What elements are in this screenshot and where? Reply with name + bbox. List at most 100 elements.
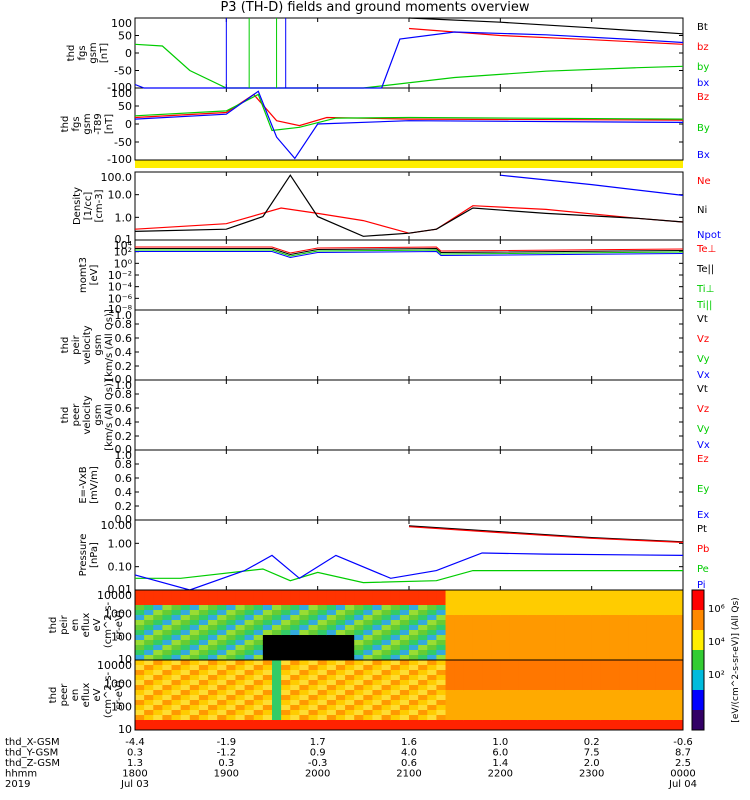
spectrogram-cell	[162, 655, 173, 661]
spectrogram-cell	[272, 685, 282, 691]
ytick-label: 0.2	[115, 360, 133, 373]
ytick-label: 1.00	[108, 537, 133, 550]
spectrogram-cell	[527, 680, 538, 686]
spectrogram-cell	[619, 610, 629, 616]
ylabel: (cm^2-s-	[103, 601, 114, 648]
spectrogram-cell	[564, 665, 574, 671]
spectrogram-cell	[335, 685, 346, 691]
spectrogram-cell	[628, 680, 638, 686]
spectrogram-cell	[637, 595, 647, 601]
spectrogram-cell	[555, 600, 565, 606]
xaxis-value: 0000	[670, 769, 695, 780]
spectrogram-cell	[445, 725, 456, 731]
spectrogram-cell	[600, 625, 611, 631]
spectrogram-cell	[573, 655, 584, 661]
spectrogram-cell	[463, 620, 474, 626]
ylabel: [mV/m]	[89, 466, 100, 504]
spectrogram-cell	[564, 680, 574, 686]
spectrogram-cell	[637, 600, 647, 606]
spectrogram-cell	[363, 675, 373, 681]
spectrogram-cell	[500, 650, 510, 656]
spectrogram-cell	[335, 615, 346, 621]
spectrogram-cell	[153, 710, 163, 716]
spectrogram-cell	[573, 700, 584, 706]
spectrogram-cell	[189, 720, 200, 726]
spectrogram-cell	[171, 725, 182, 731]
spectrogram-cell	[180, 590, 191, 596]
ylabel: momt3	[78, 257, 89, 293]
spectrogram-cell	[226, 635, 236, 641]
spectrogram-cell	[144, 710, 154, 716]
spectrogram-cell	[527, 685, 538, 691]
spectrogram-cell	[189, 625, 200, 631]
spectrogram-cell	[555, 625, 565, 631]
spectrogram-cell	[500, 600, 510, 606]
spectrogram-cell	[637, 720, 647, 726]
spectrogram-cell	[381, 665, 392, 671]
spectrogram-cell	[208, 655, 218, 661]
spectrogram-cell	[171, 590, 182, 596]
spectrogram-cell	[345, 600, 355, 606]
spectrogram-cell	[208, 665, 218, 671]
spectrogram-cell	[299, 595, 310, 601]
spectrogram-cell	[226, 615, 236, 621]
spectrogram-cell	[436, 615, 447, 621]
spectrogram-cell	[281, 620, 291, 626]
spectrogram-cell	[527, 630, 538, 636]
spectrogram-cell	[308, 660, 319, 666]
ytick-label: 1.0	[115, 211, 133, 224]
spectrogram-cell	[345, 720, 355, 726]
spectrogram-cell	[272, 655, 282, 661]
spectrogram-cell	[646, 685, 657, 691]
spectrogram-cell	[500, 610, 510, 616]
spectrogram-cell	[527, 655, 538, 661]
spectrogram-cell	[518, 605, 529, 611]
spectrogram-cell	[198, 640, 209, 646]
spectrogram-cell	[217, 610, 227, 616]
spectrogram-cell	[555, 695, 565, 701]
xaxis-value: -1.9	[217, 737, 237, 748]
ytick-label: 10⁴	[114, 239, 133, 252]
spectrogram-cell	[144, 650, 154, 656]
spectrogram-cell	[445, 690, 456, 696]
spectrogram-cell	[198, 680, 209, 686]
spectrogram-cell	[500, 640, 510, 646]
spectrogram-cell	[299, 655, 310, 661]
spectrogram-cell	[546, 600, 556, 606]
spectrogram-cell	[171, 610, 182, 616]
spectrogram-cell	[482, 685, 492, 691]
spectrogram-cell	[555, 610, 565, 616]
spectrogram-cell	[226, 720, 236, 726]
spectrogram-cell	[399, 700, 410, 706]
spectrogram-cell	[363, 610, 373, 616]
spectrogram-cell	[436, 670, 447, 676]
spectrogram-cell	[527, 650, 538, 656]
spectrogram-cell	[217, 690, 227, 696]
spectrogram-cell	[281, 605, 291, 611]
xaxis-row-label: thd_X-GSM	[5, 737, 60, 748]
spectrogram-cell	[573, 590, 584, 596]
spectrogram-cell	[244, 615, 255, 621]
spectrogram-cell	[664, 700, 675, 706]
spectrogram-cell	[198, 720, 209, 726]
spectrogram-cell	[673, 680, 684, 686]
spectrogram-cell	[180, 665, 191, 671]
spectrogram-cell	[189, 690, 200, 696]
spectrogram-cell	[463, 625, 474, 631]
spectrogram-cell	[673, 710, 684, 716]
spectrogram-cell	[290, 630, 300, 636]
spectrogram-cell	[399, 645, 410, 651]
spectrogram-cell	[390, 620, 401, 626]
spectrogram-cell	[436, 700, 447, 706]
spectrogram-cell	[281, 595, 291, 601]
spectrogram-cell	[564, 690, 574, 696]
spectrogram-cell	[372, 665, 383, 671]
spectrogram-cell	[655, 625, 666, 631]
spectrogram-cell	[144, 615, 154, 621]
spectrogram-cell	[573, 685, 584, 691]
spectrogram-cell	[436, 620, 447, 626]
spectrogram-cell	[445, 640, 456, 646]
ytick-label: 1.0	[115, 309, 133, 322]
spectrogram-cell	[345, 690, 355, 696]
spectrogram-cell	[208, 680, 218, 686]
